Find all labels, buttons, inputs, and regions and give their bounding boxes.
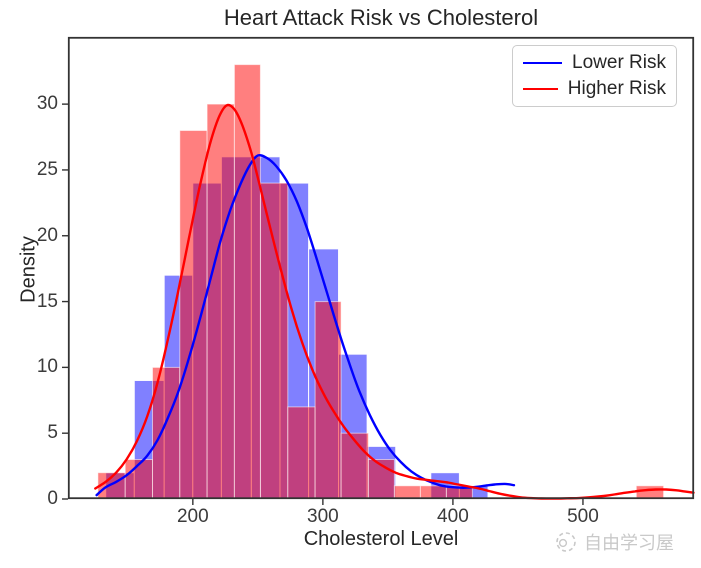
legend-item-higher-risk: Higher Risk (523, 78, 666, 100)
y-tick-label: 10 (36, 356, 58, 378)
y-tick-label: 15 (36, 290, 58, 312)
watermark-text: 自由学习屋 (584, 533, 674, 553)
legend-label-higher-risk: Higher Risk (567, 78, 666, 99)
plot-area (62, 36, 695, 505)
y-tick-label: 0 (47, 488, 58, 509)
x-tick-label: 200 (176, 506, 209, 527)
higher-risk-bar (393, 485, 421, 500)
x-tick-label: 500 (567, 506, 599, 527)
y-tick-label: 25 (36, 158, 58, 180)
plot-border (67, 36, 695, 500)
higher-risk-bar (179, 130, 208, 500)
legend: Lower Risk Higher Risk (512, 45, 677, 107)
y-tick-label: 30 (36, 93, 58, 115)
higher-risk-bar (340, 432, 369, 500)
watermark: 自由学习屋 (554, 529, 674, 555)
lower-risk-line-sample (523, 62, 563, 64)
legend-item-lower-risk: Lower Risk (523, 52, 666, 74)
chart-title: Heart Attack Risk vs Cholesterol (223, 5, 539, 30)
y-tick-label: 5 (47, 422, 58, 444)
higher-risk-bar (635, 485, 665, 500)
higher-risk-bar (287, 406, 316, 500)
higher-risk-kde-curve (94, 103, 695, 500)
higher-risk-line-sample (523, 88, 558, 90)
x-axis-label: Cholesterol Level (303, 528, 459, 550)
x-tick-label: 400 (437, 506, 469, 527)
lower-risk-kde-curve (95, 153, 516, 497)
x-tick-label: 300 (307, 506, 339, 527)
higher-risk-bar (419, 485, 447, 500)
higher-risk-bar (260, 182, 289, 500)
legend-label-lower-risk: Lower Risk (572, 52, 666, 73)
circle-logo-icon (556, 532, 576, 552)
higher-risk-bar (206, 103, 235, 500)
higher-risk-bar (124, 459, 153, 500)
higher-risk-bar (233, 64, 261, 500)
higher-risk-bar (152, 366, 181, 500)
y-tick-label: 20 (36, 224, 58, 246)
